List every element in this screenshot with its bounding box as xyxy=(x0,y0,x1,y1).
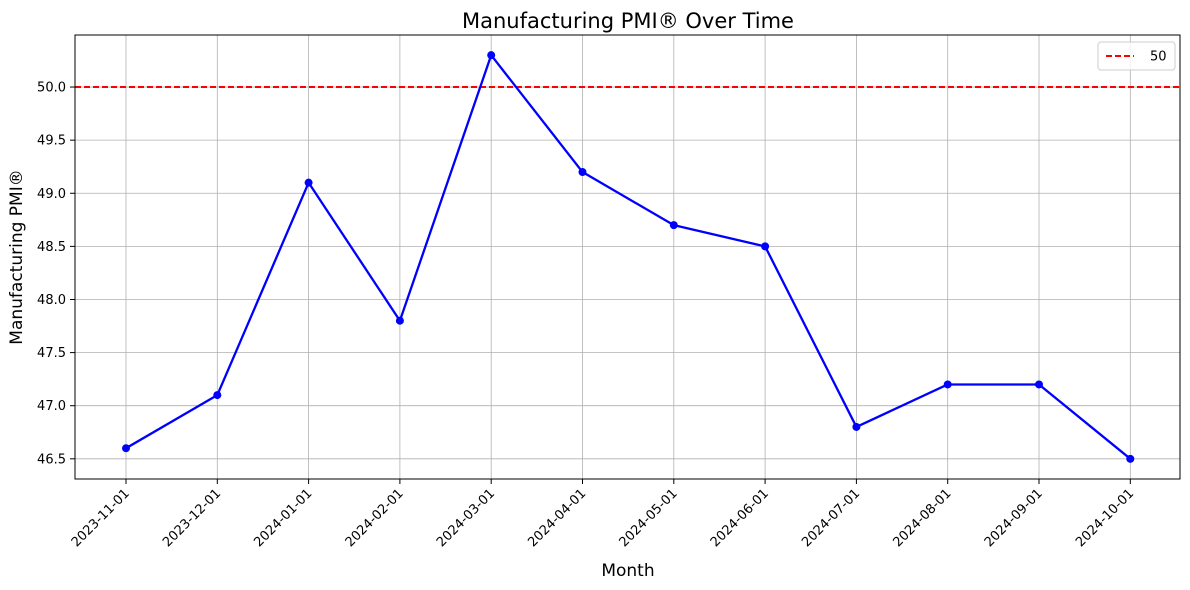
x-tick-label: 2024-10-01 xyxy=(1073,486,1137,550)
x-tick-label: 2024-03-01 xyxy=(434,486,498,550)
x-tick-label: 2024-04-01 xyxy=(525,486,589,550)
x-tick-label: 2023-12-01 xyxy=(160,486,224,550)
series-group xyxy=(122,51,1135,463)
data-point xyxy=(213,391,222,400)
x-tick-label: 2024-06-01 xyxy=(708,486,772,550)
y-tick-label: 50.0 xyxy=(37,81,66,96)
x-tick-label: 2024-09-01 xyxy=(982,486,1046,550)
data-point xyxy=(1126,454,1135,463)
y-tick-label: 46.5 xyxy=(37,452,66,467)
y-tick-label: 47.5 xyxy=(37,346,66,361)
y-axis-title: Manufacturing PMI® xyxy=(7,169,27,344)
x-tick-label: 2024-05-01 xyxy=(617,486,681,550)
legend-box xyxy=(1097,41,1176,71)
data-point xyxy=(852,422,861,431)
y-tick-label: 49.5 xyxy=(37,134,66,149)
y-axis-ticks: 46.5 47.0 47.5 48.0 48.5 49.0 49.5 50.0 xyxy=(37,81,75,467)
y-tick-label: 49.0 xyxy=(37,187,66,202)
legend-label-reference-line: 50 xyxy=(1150,50,1167,65)
data-point xyxy=(761,242,770,251)
data-point xyxy=(487,51,496,60)
series-line xyxy=(125,54,1132,460)
data-point xyxy=(1035,380,1043,389)
y-tick-label: 47.0 xyxy=(37,399,66,414)
data-point xyxy=(669,221,678,230)
x-axis-title: Month xyxy=(601,561,654,581)
y-tick-label: 48.0 xyxy=(37,293,66,308)
data-point xyxy=(122,444,130,453)
data-point xyxy=(943,380,952,389)
data-point xyxy=(578,168,587,177)
x-tick-label: 2024-08-01 xyxy=(890,486,954,550)
data-point xyxy=(395,316,404,325)
x-tick-label: 2024-02-01 xyxy=(343,486,407,550)
x-tick-label: 2024-01-01 xyxy=(251,486,315,550)
data-point xyxy=(304,178,313,187)
plot-area-frame xyxy=(74,34,1181,480)
x-tick-label: 2024-07-01 xyxy=(799,486,863,550)
chart-title: Manufacturing PMI® Over Time xyxy=(462,9,794,33)
x-tick-label: 2023-11-01 xyxy=(69,486,133,550)
legend: 50 xyxy=(1097,41,1176,71)
grid-lines xyxy=(75,35,1180,479)
x-axis-ticks: 2023-11-01 2023-12-01 2024-01-01 2024-02-01… xyxy=(69,479,1137,550)
y-tick-label: 48.5 xyxy=(37,240,66,255)
